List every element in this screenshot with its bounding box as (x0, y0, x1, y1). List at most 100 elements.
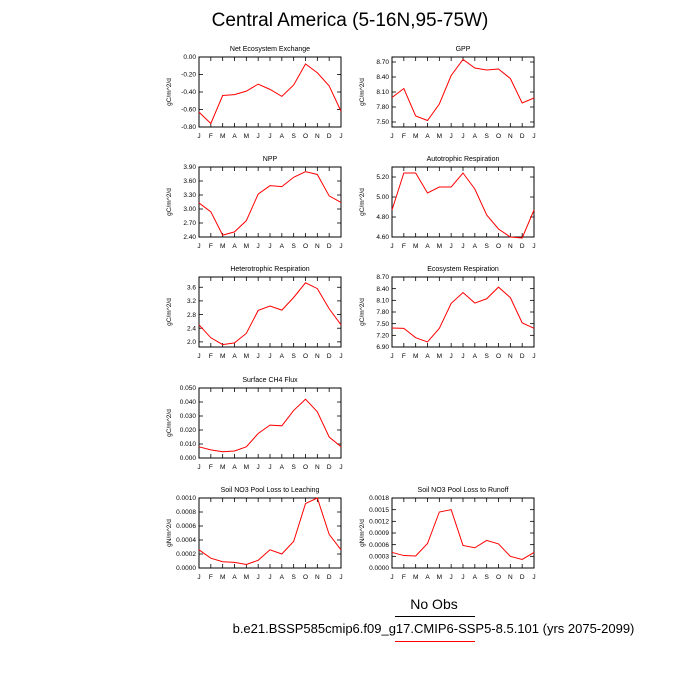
x-tick-label: J (339, 574, 342, 581)
series-line (198, 398, 342, 453)
x-tick-label: M (437, 574, 442, 581)
y-tick-label: 0.0002 (176, 551, 196, 558)
y-axis-label: gC/m^2/d (166, 298, 173, 326)
x-tick-label: N (315, 574, 320, 581)
x-tick-label: F (209, 243, 213, 250)
x-tick-label: N (508, 353, 513, 360)
y-tick-label: 2.70 (183, 220, 196, 227)
x-tick-label: D (520, 133, 525, 140)
x-tick-label: O (303, 133, 308, 140)
x-tick-label: J (461, 133, 464, 140)
x-tick-label: J (268, 464, 271, 471)
x-tick-label: N (315, 133, 320, 140)
x-tick-label: J (450, 133, 453, 140)
y-tick-label: 7.80 (376, 309, 389, 316)
series-line (391, 509, 535, 560)
x-tick-label: J (339, 353, 342, 360)
y-tick-label: 3.90 (183, 164, 196, 171)
x-tick-label: M (413, 574, 418, 581)
panel-title: Soil NO3 Pool Loss to Runoff (418, 487, 509, 494)
y-axis-label: gC/m^2/d (359, 298, 366, 326)
x-tick-label: A (232, 243, 237, 250)
x-tick-label: M (244, 464, 249, 471)
x-tick-label: N (508, 574, 513, 581)
x-tick-label: N (508, 243, 513, 250)
series-line (198, 497, 342, 566)
panel-title: NPP (263, 156, 278, 163)
x-tick-label: M (220, 353, 225, 360)
chart-panel: Heterotrophic Respiration gC/m^2/d 3.6 3.2 2… (166, 266, 343, 360)
y-tick-label: 5.00 (376, 194, 389, 201)
x-tick-label: A (425, 353, 430, 360)
x-tick-label: A (425, 574, 430, 581)
page-title: Central America (5-16N,95-75W) (211, 10, 489, 31)
y-tick-label: 8.10 (376, 298, 389, 305)
y-tick-label: 0.0018 (369, 495, 389, 502)
legend-line-swatch (395, 641, 475, 642)
x-tick-label: S (484, 133, 489, 140)
y-tick-label: 6.90 (376, 344, 389, 351)
x-tick-label: N (315, 353, 320, 360)
x-tick-label: D (520, 243, 525, 250)
y-tick-label: 0.0010 (176, 495, 196, 502)
x-tick-label: A (232, 464, 237, 471)
x-tick-label: F (209, 353, 213, 360)
x-tick-label: A (280, 133, 285, 140)
y-tick-label: 8.40 (376, 74, 389, 81)
x-tick-label: J (197, 243, 200, 250)
x-tick-label: J (532, 574, 535, 581)
y-tick-label: 2.0 (187, 339, 196, 346)
x-tick-label: N (508, 133, 513, 140)
y-tick-label: 0.040 (180, 399, 197, 406)
x-tick-label: N (315, 464, 320, 471)
series-line (391, 172, 535, 239)
x-tick-label: S (291, 574, 296, 581)
x-tick-label: M (220, 574, 225, 581)
chart-panel: Soil NO3 Pool Loss to LeachinggN/m^2/d0.… (166, 487, 343, 581)
x-tick-label: A (280, 464, 285, 471)
x-tick-label: D (327, 464, 332, 471)
x-tick-label: O (303, 464, 308, 471)
x-tick-label: J (532, 353, 535, 360)
x-tick-label: D (327, 353, 332, 360)
y-tick-label: 0.0003 (369, 554, 389, 561)
y-axis-label: gC/m^2/d (166, 409, 173, 437)
x-tick-label: D (327, 243, 332, 250)
x-tick-label: J (390, 133, 393, 140)
x-tick-label: D (520, 574, 525, 581)
y-tick-label: 0.0015 (369, 507, 389, 514)
y-tick-label: 5.20 (376, 174, 389, 181)
x-tick-label: J (268, 574, 271, 581)
x-tick-label: M (244, 133, 249, 140)
x-tick-label: J (257, 574, 260, 581)
x-tick-label: M (244, 574, 249, 581)
y-tick-label: 0.00 (183, 54, 196, 61)
x-tick-label: J (197, 574, 200, 581)
x-tick-label: D (327, 133, 332, 140)
y-tick-label: 2.8 (187, 312, 196, 319)
x-tick-label: A (473, 243, 478, 250)
x-tick-label: M (413, 353, 418, 360)
y-tick-label: 8.70 (376, 59, 389, 66)
y-tick-label: 7.80 (376, 104, 389, 111)
y-tick-label: 0.030 (180, 413, 197, 420)
x-tick-label: F (209, 133, 213, 140)
x-tick-label: M (244, 243, 249, 250)
y-tick-label: 3.00 (183, 206, 196, 213)
plot-frame (198, 166, 342, 238)
x-tick-label: J (257, 464, 260, 471)
y-tick-label: 3.30 (183, 192, 196, 199)
x-tick-label: M (437, 353, 442, 360)
x-tick-label: J (197, 133, 200, 140)
x-tick-label: J (390, 574, 393, 581)
x-tick-label: J (532, 133, 535, 140)
x-tick-label: A (280, 574, 285, 581)
series-line (391, 58, 535, 122)
x-tick-label: J (268, 133, 271, 140)
x-tick-label: J (339, 464, 342, 471)
x-tick-label: O (496, 574, 501, 581)
x-tick-label: J (339, 243, 342, 250)
x-tick-label: S (484, 353, 489, 360)
y-tick-label: 7.50 (376, 119, 389, 126)
